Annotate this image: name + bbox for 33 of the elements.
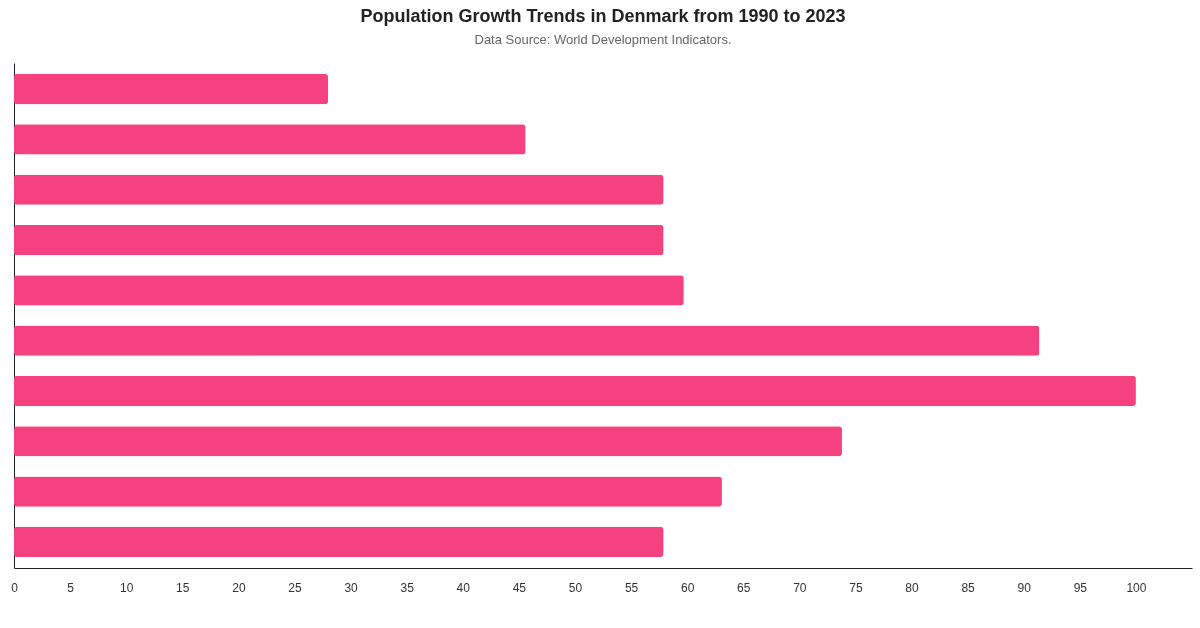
- x-tick-label: 15: [176, 580, 190, 595]
- x-tick-label: 80: [905, 580, 920, 595]
- bar: [14, 325, 1040, 356]
- x-tick-label: 100: [1126, 580, 1147, 595]
- bar: [14, 526, 664, 557]
- bar: [14, 476, 722, 507]
- x-tick-label: 20: [232, 580, 246, 595]
- bar: [14, 124, 526, 155]
- x-tick-label: 30: [344, 580, 359, 595]
- x-tick-label: 5: [67, 580, 75, 595]
- x-tick-label: 60: [680, 580, 695, 595]
- x-tick-label: 25: [288, 580, 302, 595]
- x-tick-label: 85: [961, 580, 976, 595]
- x-tick-label: 70: [793, 580, 807, 595]
- chart-title: Population Growth Trends in Denmark from 1990 to 2023: [360, 6, 846, 26]
- bar: [14, 74, 329, 105]
- x-tick-label: 35: [400, 580, 415, 595]
- x-tick-label: 90: [1017, 580, 1032, 595]
- x-tick-label: 10: [120, 580, 134, 595]
- bar: [14, 174, 664, 205]
- bar: [14, 224, 664, 256]
- x-tick-label: 65: [737, 580, 751, 595]
- x-tick-label: 0: [11, 580, 19, 595]
- x-tick-label: 50: [568, 580, 583, 595]
- bar: [14, 375, 1136, 407]
- bar: [14, 426, 842, 457]
- chart-subtitle: Data Source: World Development Indicators.: [474, 32, 732, 47]
- bar: [14, 275, 684, 306]
- x-tick-label: 55: [624, 580, 639, 595]
- x-tick-label: 75: [849, 580, 863, 595]
- x-tick-label: 45: [512, 580, 527, 595]
- x-tick-label: 95: [1073, 580, 1088, 595]
- x-tick-label: 40: [456, 580, 471, 595]
